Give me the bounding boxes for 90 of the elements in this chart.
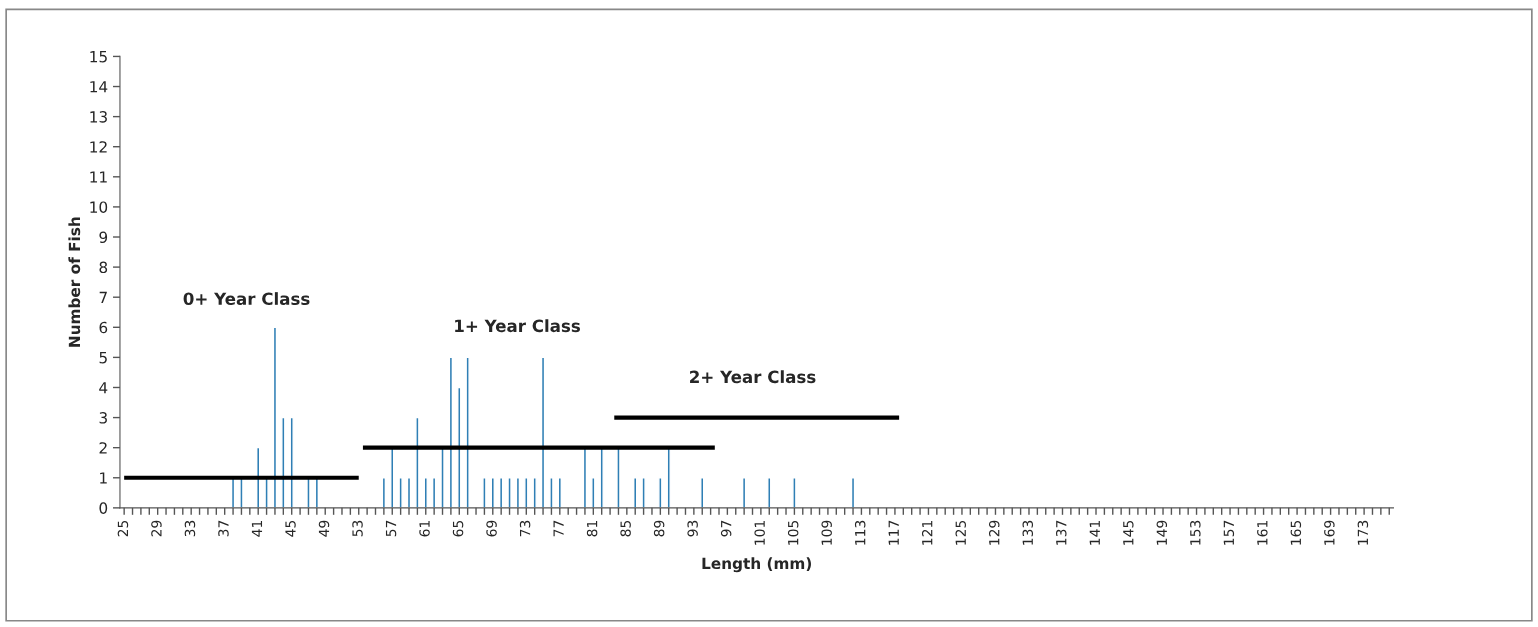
x-tick-label: 93 (687, 520, 698, 537)
y-tick-label: 1 (100, 472, 107, 484)
y-tick-label: 6 (99, 321, 108, 334)
bar (448, 356, 454, 508)
x-tick-label: 69 (486, 520, 497, 537)
x-tick-label: 169 (1324, 520, 1335, 545)
bar (792, 477, 797, 508)
x-tick-label: 41 (251, 520, 263, 537)
bar (499, 477, 504, 508)
bar (398, 477, 403, 508)
x-tick-label: 53 (352, 520, 363, 537)
y-tick-label: 3 (99, 412, 107, 424)
x-tick-label: 81 (586, 520, 598, 537)
x-tick-label: 57 (385, 520, 397, 537)
bar (700, 477, 705, 508)
y-axis-title: Number of Fish (68, 217, 81, 347)
x-tick-label: 121 (921, 520, 933, 545)
x-tick-label: 125 (955, 520, 966, 545)
x-tick-label: 165 (1290, 520, 1302, 545)
x-tick-label: 153 (1190, 520, 1201, 545)
x-tick-label: 45 (285, 520, 296, 537)
x-tick-label: 77 (553, 520, 564, 537)
annotation: 1+ Year Class (455, 319, 580, 333)
x-tick-label: 129 (988, 520, 1000, 545)
bar (557, 477, 562, 508)
x-tick-label: 49 (318, 520, 330, 537)
x-tick-label: 97 (720, 520, 732, 537)
bar (507, 477, 512, 508)
x-tick-label: 117 (888, 520, 899, 545)
x-tick-label: 161 (1257, 520, 1268, 545)
x-tick-label: 133 (1022, 520, 1034, 545)
bar (540, 356, 546, 508)
x-tick-label: 33 (184, 520, 196, 537)
x-tick-label: 89 (653, 520, 665, 537)
bar (490, 477, 495, 508)
x-tick-label: 157 (1223, 520, 1235, 545)
bar (264, 477, 269, 508)
x-tick-label: 149 (1156, 520, 1168, 545)
bar (767, 477, 772, 508)
y-tick-label: 9 (99, 231, 108, 244)
annotation: 2+ Year Class (690, 370, 816, 384)
y-tick-label: 4 (99, 382, 108, 394)
y-tick-label: 2 (99, 442, 107, 454)
y-tick-label: 15 (90, 51, 107, 63)
bar (272, 326, 278, 508)
x-tick-label: 73 (519, 520, 531, 537)
y-tick-label: 13 (90, 111, 107, 123)
x-tick-label: 145 (1123, 520, 1134, 545)
x-tick-label: 85 (620, 520, 631, 537)
bar (633, 477, 638, 508)
bar (381, 477, 387, 508)
bar (306, 477, 311, 508)
y-tick-label: 5 (99, 352, 107, 364)
bar (465, 356, 470, 508)
x-tick-label: 109 (821, 520, 832, 545)
x-tick-label: 101 (754, 520, 765, 545)
bar (431, 477, 437, 508)
x-tick-label: 29 (151, 520, 162, 537)
y-tick-label: 7 (99, 291, 107, 303)
x-tick-label: 65 (452, 520, 464, 537)
x-tick-label: 137 (1056, 520, 1067, 545)
y-tick-label: 11 (90, 171, 107, 183)
y-tick-label: 10 (90, 201, 108, 213)
bar (658, 477, 663, 508)
x-tick-label: 25 (117, 520, 129, 537)
bar (482, 477, 487, 508)
x-tick-label: 173 (1357, 520, 1369, 545)
annotation: 0+ Year Class (183, 292, 310, 306)
y-tick-label: 12 (90, 141, 107, 153)
y-tick-label: 14 (90, 81, 108, 93)
x-tick-label: 141 (1089, 520, 1100, 545)
bar (532, 477, 537, 508)
x-tick-label: 105 (787, 520, 799, 545)
bar (423, 477, 428, 508)
bar (415, 416, 420, 508)
bar (524, 477, 529, 508)
bar (549, 477, 554, 508)
y-tick-label: 8 (99, 261, 108, 274)
bar (515, 477, 521, 508)
bar (239, 477, 244, 508)
x-tick-label: 113 (854, 520, 866, 545)
x-axis-title: Length (mm) (702, 557, 811, 573)
bar (641, 477, 646, 508)
x-tick-label: 61 (419, 520, 430, 537)
bar (741, 477, 747, 508)
bar (591, 477, 596, 508)
x-tick-label: 37 (218, 520, 229, 537)
bar (406, 477, 412, 508)
y-tick-label: 0 (99, 502, 108, 514)
bar (850, 477, 856, 508)
